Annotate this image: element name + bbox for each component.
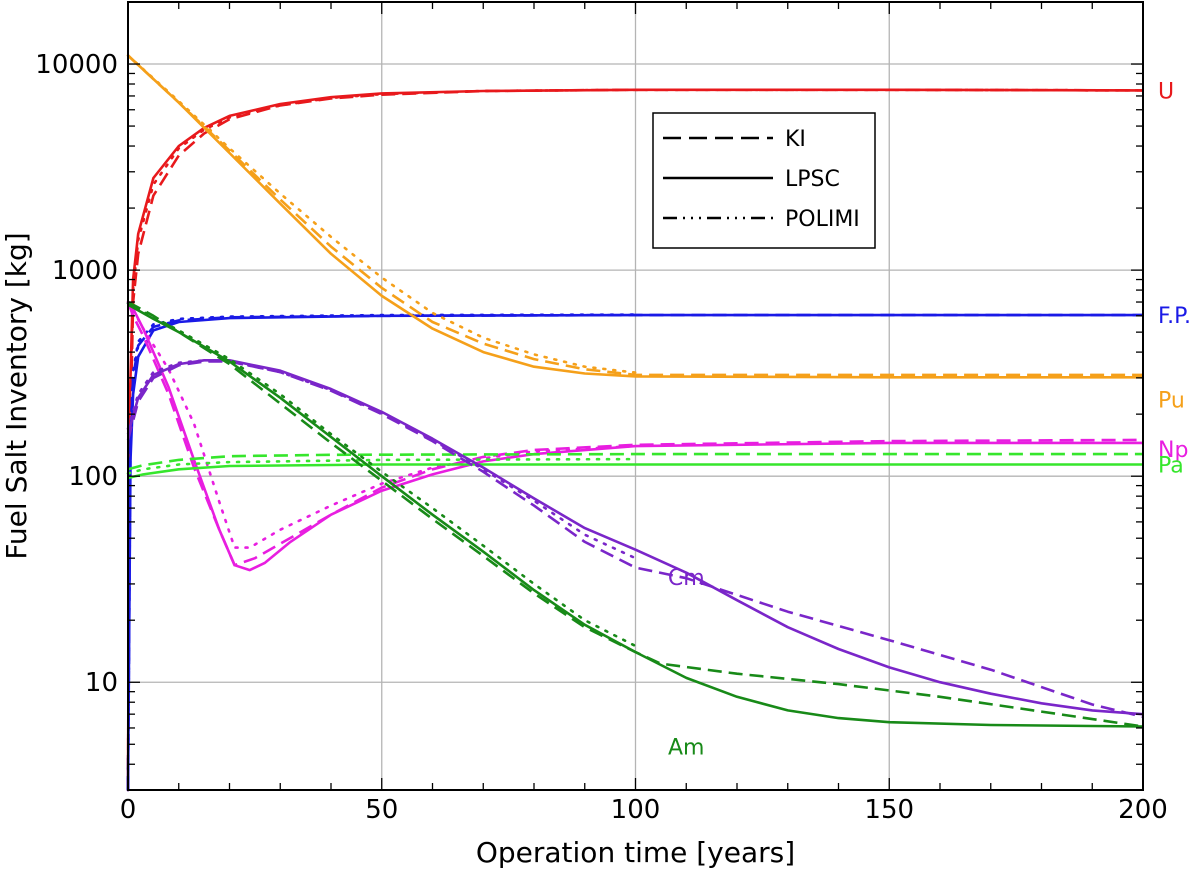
curve-pu-ki	[127, 54, 1143, 377]
y-tick-label: 100	[68, 462, 118, 492]
y-axis-title: Fuel Salt Inventory [kg]	[0, 232, 33, 559]
curve-cm-polimi	[126, 359, 637, 560]
grid	[128, 2, 1143, 790]
curve-u-polimi	[126, 88, 1145, 792]
curve-pa-polimi	[126, 457, 637, 475]
x-tick-label: 50	[365, 795, 398, 825]
curve-am-lpsc	[127, 303, 1144, 728]
x-tick-label: 0	[120, 795, 137, 825]
legend-box	[652, 112, 876, 249]
curve-cm-ki	[126, 360, 1144, 719]
series-label-u: U	[1158, 79, 1174, 104]
curve-np-lpsc	[126, 301, 1143, 572]
x-tick-label: 150	[864, 795, 914, 825]
curve-fp-polimi	[126, 313, 637, 792]
series-label-pa: Pa	[1158, 453, 1184, 478]
curve-pa-lpsc	[127, 463, 1143, 480]
curve-pa-ki	[127, 452, 1143, 471]
y-tick-label: 1000	[52, 256, 118, 286]
legend-label-lpsc: LPSC	[785, 167, 840, 192]
legend: KI LPSC POLIMI	[652, 112, 876, 249]
y-tick-label: 10000	[35, 50, 118, 80]
series-label-fp: F.P.	[1158, 304, 1191, 329]
x-tick-label: 100	[611, 795, 661, 825]
series-curves	[126, 54, 1145, 792]
series-label-pu: Pu	[1158, 388, 1185, 413]
series-label-np: Np	[1158, 438, 1188, 463]
y-tick-label: 10	[85, 668, 118, 698]
axis-ticks: 0 50 100 150 200 10 100 1000 10000	[35, 1, 1168, 825]
x-axis-title: Operation time [years]	[476, 836, 795, 869]
x-tick-label: 200	[1118, 795, 1168, 825]
curve-am-ki	[127, 300, 1144, 728]
series-label-cm: Cm	[668, 566, 705, 591]
curve-u-ki	[126, 88, 1144, 791]
legend-label-ki: KI	[785, 127, 806, 152]
legend-label-polimi: POLIMI	[785, 207, 860, 232]
curve-pu-lpsc	[127, 54, 1143, 379]
curve-am-polimi	[126, 302, 637, 648]
series-label-am: Am	[668, 735, 704, 760]
